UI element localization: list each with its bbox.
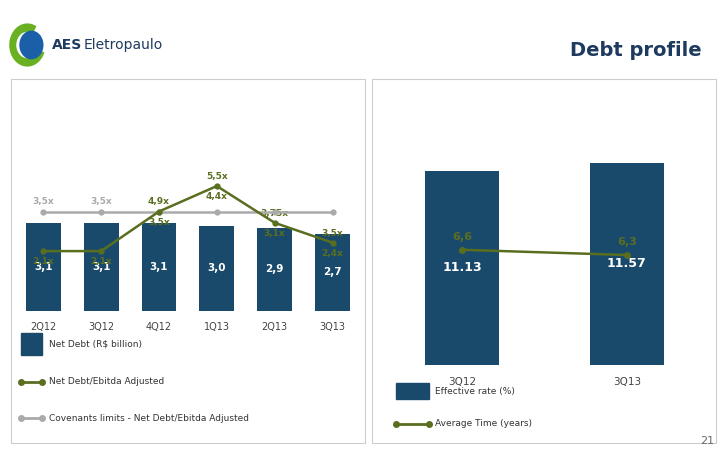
- Text: Effective rate (%): Effective rate (%): [436, 387, 516, 396]
- Text: 1Q13: 1Q13: [204, 322, 230, 333]
- Text: 2,9: 2,9: [266, 265, 284, 274]
- Bar: [257, 229, 292, 310]
- Bar: [84, 223, 119, 310]
- Text: 2,7: 2,7: [323, 267, 342, 277]
- Text: Average cost: Average cost: [380, 87, 471, 100]
- Text: 4,4x: 4,4x: [206, 192, 228, 201]
- Text: Covenants limits - Net Debt/Ebitda Adjusted: Covenants limits - Net Debt/Ebitda Adjus…: [49, 414, 249, 423]
- Text: Average Time (years): Average Time (years): [436, 419, 533, 428]
- Bar: [142, 223, 176, 310]
- Text: 11.13: 11.13: [442, 261, 482, 274]
- Text: 21: 21: [700, 436, 714, 446]
- Text: 2,4x: 2,4x: [322, 249, 343, 258]
- Text: 6,6: 6,6: [452, 232, 472, 242]
- Text: 4,9x: 4,9x: [148, 198, 170, 207]
- Bar: [26, 223, 60, 310]
- Text: 2Q13: 2Q13: [261, 322, 288, 333]
- Text: 3,0: 3,0: [207, 263, 226, 273]
- Text: 3Q12: 3Q12: [448, 377, 476, 387]
- Text: Debt profile: Debt profile: [570, 40, 702, 59]
- Text: Net Debt (R$ billion): Net Debt (R$ billion): [49, 339, 142, 348]
- Text: 3Q13: 3Q13: [613, 377, 641, 387]
- Text: 2,1x: 2,1x: [32, 257, 54, 266]
- Bar: [396, 383, 429, 399]
- Text: Net Debt/Ebitda Adjusted: Net Debt/Ebitda Adjusted: [49, 377, 164, 386]
- Text: 3,5x: 3,5x: [148, 218, 170, 227]
- Text: 2Q12: 2Q12: [30, 322, 56, 333]
- Bar: [22, 333, 42, 356]
- Text: 2,1x: 2,1x: [90, 257, 112, 266]
- Bar: [425, 171, 499, 364]
- Text: 3,5x: 3,5x: [32, 198, 54, 207]
- Text: 3,1: 3,1: [150, 261, 168, 272]
- Bar: [315, 234, 350, 310]
- Text: 3Q12: 3Q12: [88, 322, 114, 333]
- Text: 3,1: 3,1: [92, 261, 110, 272]
- Wedge shape: [9, 23, 45, 67]
- Text: 5,5x: 5,5x: [206, 172, 228, 181]
- Text: 4Q12: 4Q12: [146, 322, 172, 333]
- Text: 11.57: 11.57: [607, 257, 647, 270]
- Text: 3,75x: 3,75x: [261, 209, 289, 218]
- Circle shape: [19, 31, 43, 59]
- Text: 3,5x: 3,5x: [322, 229, 343, 238]
- Text: Eletropaulo: Eletropaulo: [84, 38, 163, 52]
- Text: 3,5x: 3,5x: [90, 198, 112, 207]
- Bar: [199, 225, 234, 310]
- Text: AES: AES: [52, 38, 82, 52]
- Text: 3,1: 3,1: [34, 261, 53, 272]
- Text: 3,1x: 3,1x: [264, 229, 286, 238]
- Text: 3Q13: 3Q13: [320, 322, 346, 333]
- Bar: [590, 163, 664, 364]
- Text: 6,3: 6,3: [617, 237, 636, 247]
- Text: Net debt: Net debt: [19, 87, 80, 100]
